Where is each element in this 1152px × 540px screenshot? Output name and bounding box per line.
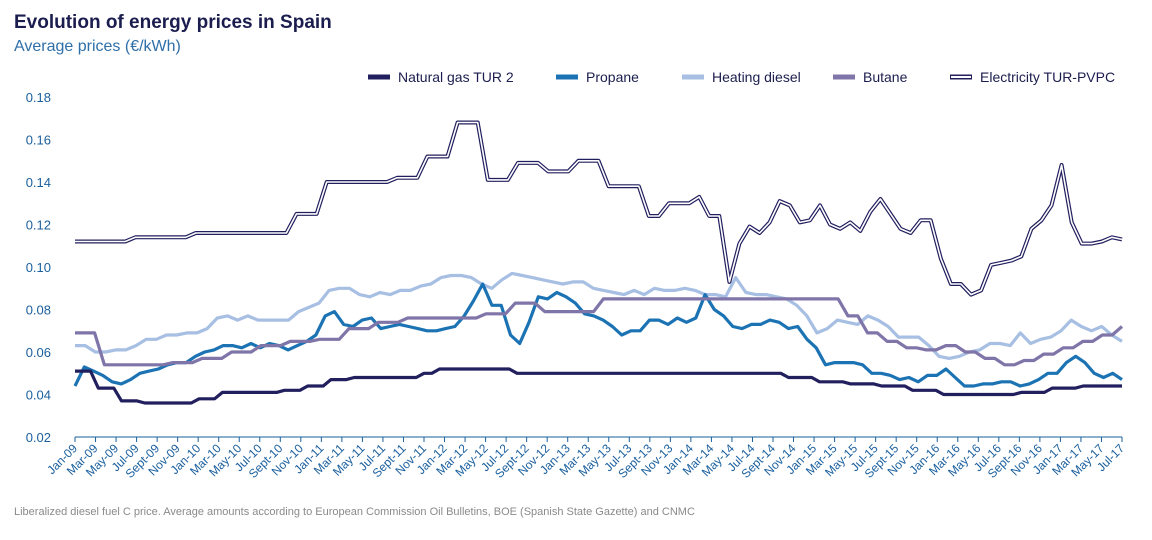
y-tick-label: 0.18 bbox=[26, 90, 51, 105]
y-tick-label: 0.12 bbox=[26, 218, 51, 233]
y-tick-label: 0.06 bbox=[26, 345, 51, 360]
legend-label: Heating diesel bbox=[712, 69, 801, 85]
series-line-propane bbox=[73, 282, 1123, 388]
legend-label: Natural gas TUR 2 bbox=[398, 69, 514, 85]
y-tick-label: 0.04 bbox=[26, 388, 51, 403]
series-line-electricity-tur-pvpc-outer bbox=[75, 120, 1123, 297]
chart-title: Evolution of energy prices in Spain bbox=[14, 12, 332, 33]
y-tick-label: 0.14 bbox=[26, 175, 51, 190]
legend-label: Propane bbox=[586, 69, 639, 85]
series-line-electricity-tur-pvpc-inner bbox=[75, 121, 1123, 296]
y-tick-label: 0.08 bbox=[26, 303, 51, 318]
y-tick-label: 0.10 bbox=[26, 260, 51, 275]
y-tick-label: 0.16 bbox=[26, 133, 51, 148]
chart-footnote: Liberalized diesel fuel C price. Average… bbox=[14, 506, 695, 518]
series-line-heating-diesel bbox=[75, 271, 1123, 360]
legend-label: Butane bbox=[863, 69, 908, 85]
series-line-natural-gas-tur-2 bbox=[75, 367, 1122, 405]
chart-subtitle: Average prices (€/kWh) bbox=[14, 38, 181, 55]
y-tick-label: 0.02 bbox=[26, 430, 51, 445]
legend-label: Electricity TUR-PVPC bbox=[980, 69, 1115, 85]
series-line-butane bbox=[75, 297, 1124, 367]
